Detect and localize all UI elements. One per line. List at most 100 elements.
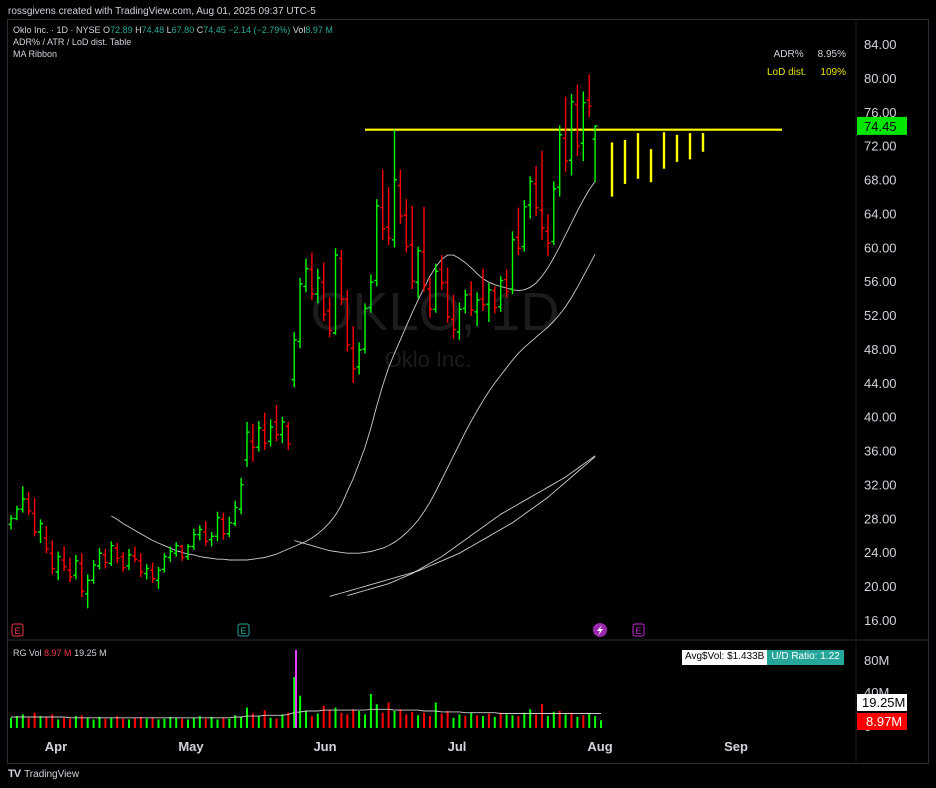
candle[interactable] (462, 289, 468, 314)
candle[interactable] (144, 564, 150, 580)
candle[interactable] (26, 492, 32, 516)
earnings-marker[interactable]: E (11, 623, 24, 637)
candle[interactable] (85, 574, 91, 609)
candle[interactable] (415, 246, 421, 299)
candle[interactable] (380, 169, 386, 240)
footer[interactable]: TV TradingView (8, 768, 79, 780)
candle[interactable] (274, 405, 279, 442)
candle[interactable] (20, 486, 26, 513)
candle[interactable] (327, 297, 333, 338)
candle[interactable] (321, 262, 327, 322)
candle[interactable] (563, 96, 569, 173)
candle[interactable] (191, 528, 197, 550)
candle[interactable] (244, 421, 250, 467)
candle[interactable] (73, 554, 79, 580)
candle[interactable] (114, 543, 120, 564)
candle[interactable] (362, 303, 368, 354)
candle[interactable] (250, 423, 256, 462)
candle[interactable] (43, 526, 49, 554)
candle[interactable] (215, 511, 220, 542)
candle[interactable] (161, 553, 167, 573)
candle[interactable] (403, 199, 409, 253)
candle[interactable] (504, 269, 510, 298)
candle[interactable] (445, 267, 451, 323)
price-scale[interactable]: 84.00 80.00 76.00 72.00 68.00 64.00 60.00 56.00… (857, 37, 907, 628)
candle[interactable] (32, 498, 38, 537)
candle[interactable] (91, 560, 97, 584)
earnings-marker[interactable]: E (632, 623, 645, 637)
candle[interactable] (156, 566, 161, 589)
candle[interactable] (344, 289, 350, 352)
candle[interactable] (569, 94, 574, 176)
candle[interactable] (279, 416, 285, 444)
candle[interactable] (262, 412, 268, 450)
earnings-marker[interactable]: E (237, 623, 250, 637)
candle[interactable] (468, 281, 474, 317)
candle[interactable] (102, 549, 108, 569)
candle[interactable] (185, 543, 191, 561)
candle[interactable] (545, 214, 551, 256)
candle[interactable] (197, 525, 203, 541)
current-price-badge[interactable] (857, 116, 907, 135)
candle[interactable] (79, 553, 85, 598)
candle[interactable] (356, 342, 362, 375)
candle[interactable] (551, 181, 557, 245)
candle[interactable] (480, 268, 486, 311)
candle[interactable] (574, 84, 580, 156)
candle[interactable] (421, 206, 427, 292)
candle[interactable] (108, 541, 114, 566)
candle[interactable] (97, 548, 102, 570)
candle[interactable] (492, 286, 498, 314)
candle[interactable] (285, 421, 291, 450)
candle[interactable] (456, 302, 462, 340)
candle[interactable] (409, 205, 415, 289)
volume-legend[interactable]: RG Vol 8.97 M 19.25 M (13, 647, 107, 659)
candle[interactable] (14, 505, 20, 521)
candle[interactable] (67, 557, 73, 583)
candle[interactable] (120, 552, 126, 572)
candle[interactable] (510, 231, 515, 295)
candle[interactable] (126, 549, 132, 571)
candle[interactable] (386, 187, 392, 245)
candle[interactable] (291, 332, 297, 388)
candle[interactable] (132, 546, 138, 563)
candle[interactable] (397, 169, 403, 224)
candle[interactable] (433, 263, 439, 313)
indicator-legend-table[interactable]: ADR% / ATR / LoD dist. Table (13, 37, 132, 47)
candle[interactable] (586, 74, 592, 117)
dividend-icon[interactable] (593, 623, 607, 637)
candle[interactable] (61, 546, 67, 572)
candle[interactable] (232, 500, 238, 527)
candle[interactable] (474, 292, 480, 327)
candle[interactable] (55, 551, 61, 581)
candle[interactable] (268, 419, 274, 447)
candle[interactable] (203, 521, 209, 546)
candle[interactable] (220, 512, 226, 540)
candle[interactable] (533, 166, 539, 217)
candle[interactable] (8, 515, 14, 530)
candle[interactable] (451, 294, 456, 339)
candle[interactable] (368, 274, 374, 313)
candle[interactable] (167, 546, 173, 562)
candle[interactable] (49, 540, 55, 575)
candle[interactable] (557, 125, 563, 197)
candle[interactable] (338, 249, 344, 306)
symbol-legend[interactable]: Oklo Inc. · 1D · NYSE O72.89 H74.48 L67.… (13, 24, 333, 36)
candle[interactable] (439, 255, 445, 290)
indicator-legend-ma-ribbon[interactable]: MA Ribbon (13, 49, 58, 59)
candle[interactable] (315, 268, 321, 304)
candle[interactable] (521, 200, 527, 252)
candle[interactable] (303, 258, 309, 293)
candle[interactable] (498, 276, 504, 312)
candle[interactable] (179, 544, 185, 561)
candle[interactable] (256, 421, 262, 452)
candle[interactable] (486, 283, 492, 322)
candle[interactable] (138, 553, 144, 577)
candle[interactable] (238, 477, 244, 515)
candles[interactable] (8, 74, 598, 609)
candle[interactable] (226, 516, 232, 538)
candle[interactable] (427, 277, 433, 318)
